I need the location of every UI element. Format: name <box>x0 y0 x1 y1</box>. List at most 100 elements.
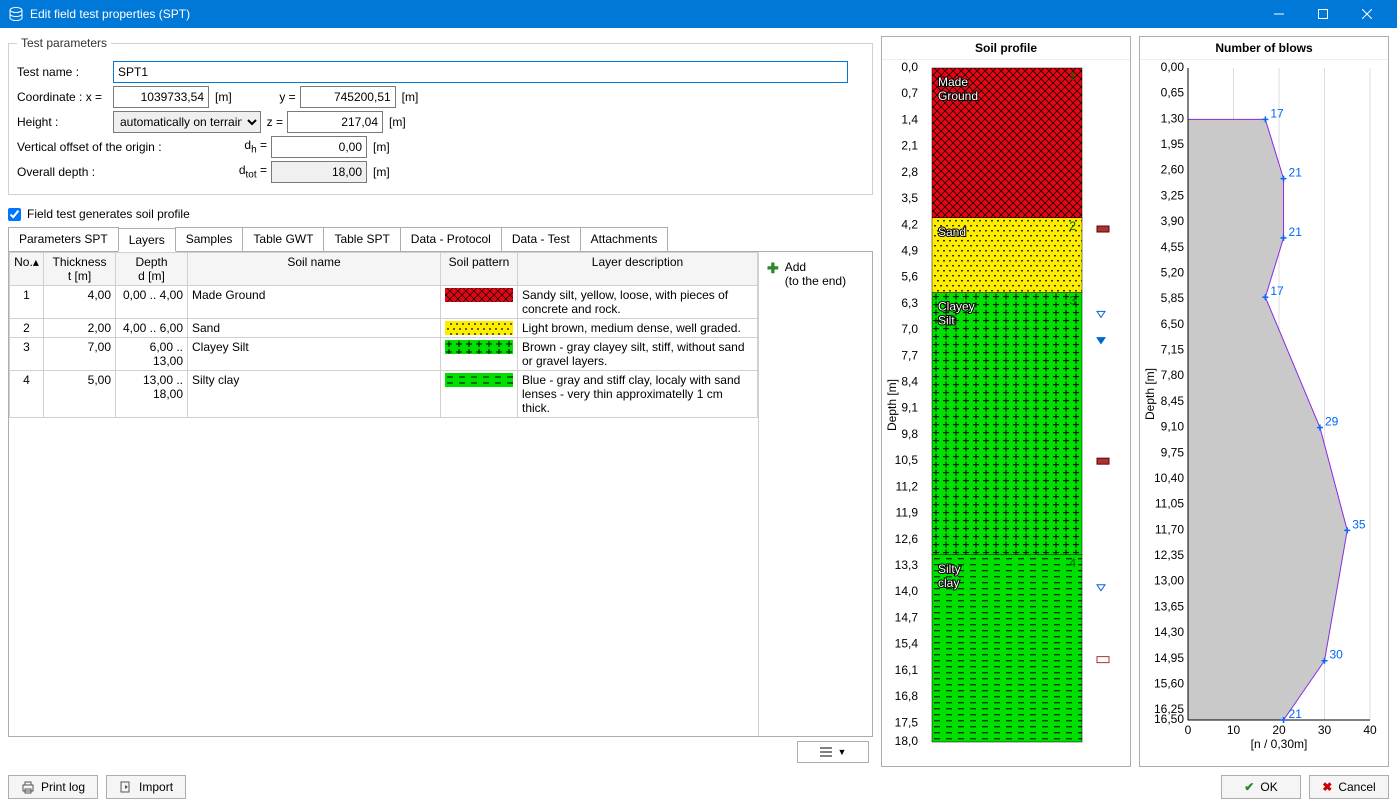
unit-m: [m] <box>215 90 232 104</box>
cancel-button[interactable]: ✖Cancel <box>1309 775 1389 799</box>
fieldset-legend: Test parameters <box>17 36 111 50</box>
close-button[interactable] <box>1345 0 1389 28</box>
plus-icon: ✚ <box>767 260 779 277</box>
svg-text:1,30: 1,30 <box>1161 111 1185 125</box>
svg-text:3,90: 3,90 <box>1161 214 1185 228</box>
svg-text:16,50: 16,50 <box>1154 712 1184 726</box>
svg-text:5,20: 5,20 <box>1161 265 1185 279</box>
tab-layers[interactable]: Layers <box>118 228 176 252</box>
svg-text:14,0: 14,0 <box>895 584 919 598</box>
generates-profile-checkbox[interactable] <box>8 208 21 221</box>
svg-text:18,0: 18,0 <box>895 734 919 748</box>
svg-text:9,8: 9,8 <box>901 427 918 441</box>
svg-text:30: 30 <box>1318 723 1332 737</box>
svg-text:40: 40 <box>1363 723 1377 737</box>
window-title: Edit field test properties (SPT) <box>30 7 190 21</box>
height-label: Height : <box>17 115 109 129</box>
tab-attachments[interactable]: Attachments <box>580 227 669 251</box>
svg-text:Sand: Sand <box>938 225 966 239</box>
col-pattern[interactable]: Soil pattern <box>441 253 518 286</box>
svg-text:5,6: 5,6 <box>901 270 918 284</box>
svg-text:8,45: 8,45 <box>1161 394 1185 408</box>
svg-text:0,00: 0,00 <box>1161 60 1185 74</box>
svg-text:5,85: 5,85 <box>1161 291 1185 305</box>
list-menu-button[interactable]: ▼ <box>797 741 869 763</box>
add-layer-button[interactable]: ✚ Add(to the end) <box>763 256 868 292</box>
svg-text:21: 21 <box>1289 225 1303 239</box>
height-mode-select[interactable]: automatically on terrain <box>113 111 261 133</box>
svg-text:2: 2 <box>1069 219 1076 233</box>
tab-samples[interactable]: Samples <box>175 227 244 251</box>
table-row[interactable]: 14,000,00 .. 4,00Made GroundSandy silt, … <box>10 286 758 319</box>
unit-m: [m] <box>373 140 390 154</box>
maximize-button[interactable] <box>1301 0 1345 28</box>
coord-x-label: Coordinate : x = <box>17 90 109 104</box>
soil-profile-chart: 0,00,71,42,12,83,54,24,95,66,37,07,78,49… <box>882 60 1130 760</box>
table-row[interactable]: 37,006,00 .. 13,00Clayey SiltBrown - gra… <box>10 338 758 371</box>
svg-text:clay: clay <box>938 576 959 590</box>
svg-text:Clayey: Clayey <box>938 300 975 314</box>
svg-text:2,60: 2,60 <box>1161 163 1185 177</box>
test-parameters-group: Test parameters Test name : Coordinate :… <box>8 36 873 195</box>
svg-text:17,5: 17,5 <box>895 715 919 729</box>
svg-text:16,8: 16,8 <box>895 689 919 703</box>
svg-text:14,95: 14,95 <box>1154 651 1184 665</box>
z-input[interactable] <box>287 111 383 133</box>
svg-text:30: 30 <box>1330 648 1344 662</box>
svg-text:6,3: 6,3 <box>901 296 918 310</box>
svg-text:8,4: 8,4 <box>901 375 918 389</box>
svg-text:7,15: 7,15 <box>1161 343 1185 357</box>
soil-profile-title: Soil profile <box>882 37 1130 60</box>
testname-input[interactable] <box>113 61 848 83</box>
svg-text:[n / 0,30m]: [n / 0,30m] <box>1251 737 1308 751</box>
col-no[interactable]: No.▴ <box>10 253 44 286</box>
overall-depth-label: Overall depth : <box>17 165 187 179</box>
testname-label: Test name : <box>17 65 109 79</box>
coord-y-input[interactable] <box>300 86 396 108</box>
blows-title: Number of blows <box>1140 37 1388 60</box>
svg-text:7,0: 7,0 <box>901 322 918 336</box>
col-soil[interactable]: Soil name <box>188 253 441 286</box>
tab-data-protocol[interactable]: Data - Protocol <box>400 227 502 251</box>
table-row[interactable]: 45,0013,00 .. 18,00Silty clayBlue - gray… <box>10 371 758 418</box>
app-icon <box>8 6 24 22</box>
col-desc[interactable]: Layer description <box>518 253 758 286</box>
svg-text:4: 4 <box>1069 556 1076 570</box>
svg-text:Silt: Silt <box>938 314 955 328</box>
svg-text:10: 10 <box>1227 723 1241 737</box>
svg-text:Made: Made <box>938 75 968 89</box>
svg-text:9,10: 9,10 <box>1161 420 1185 434</box>
import-button[interactable]: Import <box>106 775 186 799</box>
col-thickness[interactable]: Thicknesst [m] <box>44 253 116 286</box>
layers-table: No.▴ Thicknesst [m] Depthd [m] Soil name… <box>9 252 758 418</box>
tab-table-spt[interactable]: Table SPT <box>323 227 400 251</box>
svg-text:0,7: 0,7 <box>901 86 918 100</box>
col-depth[interactable]: Depthd [m] <box>116 253 188 286</box>
unit-m: [m] <box>389 115 406 129</box>
svg-text:Ground: Ground <box>938 89 978 103</box>
print-log-button[interactable]: Print log <box>8 775 98 799</box>
svg-text:3,25: 3,25 <box>1161 188 1185 202</box>
dh-input[interactable] <box>271 136 367 158</box>
svg-text:16,1: 16,1 <box>895 663 919 677</box>
svg-text:12,6: 12,6 <box>895 532 919 546</box>
tab-parameters-spt[interactable]: Parameters SPT <box>8 227 119 251</box>
ok-button[interactable]: ✔OK <box>1221 775 1301 799</box>
tab-data-test[interactable]: Data - Test <box>501 227 581 251</box>
unit-m: [m] <box>373 165 390 179</box>
svg-text:13,00: 13,00 <box>1154 574 1184 588</box>
svg-text:21: 21 <box>1289 166 1303 180</box>
svg-text:11,05: 11,05 <box>1155 497 1184 511</box>
minimize-button[interactable] <box>1257 0 1301 28</box>
voffset-label: Vertical offset of the origin : <box>17 140 187 154</box>
table-row[interactable]: 22,004,00 .. 6,00SandLight brown, medium… <box>10 319 758 338</box>
dtot-input[interactable] <box>271 161 367 183</box>
svg-text:13,65: 13,65 <box>1154 599 1184 613</box>
titlebar: Edit field test properties (SPT) <box>0 0 1397 28</box>
svg-text:9,1: 9,1 <box>901 401 918 415</box>
coord-x-input[interactable] <box>113 86 209 108</box>
tab-table-gwt[interactable]: Table GWT <box>242 227 324 251</box>
svg-text:35: 35 <box>1352 517 1366 531</box>
tab-bar: Parameters SPTLayersSamplesTable GWTTabl… <box>8 227 873 252</box>
svg-text:10,5: 10,5 <box>895 453 919 467</box>
